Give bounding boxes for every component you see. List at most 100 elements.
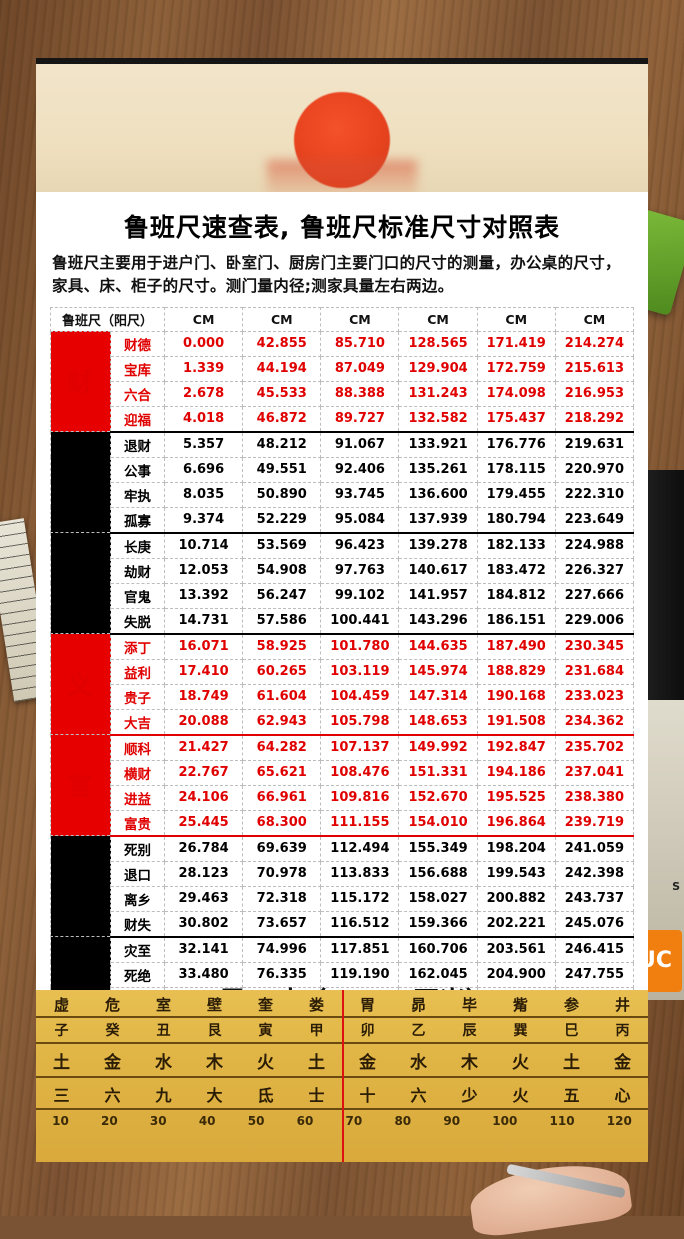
value-cell: 145.974 [398, 658, 478, 685]
header-cell-unit: CM [554, 306, 635, 332]
table-row: 害灾至 32.141 74.996 117.851 160.706 203.561 246.… [50, 936, 635, 1038]
value-cell: 222.310 [554, 481, 635, 508]
row-name-cell: 退口 [109, 860, 166, 887]
value-cell: 195.525 [476, 784, 556, 811]
category-cell: 官 [50, 734, 111, 836]
value-cell: 178.115 [476, 456, 556, 483]
value-cell: 117.851 [320, 936, 400, 963]
value-cell: 49.551 [242, 456, 322, 483]
value-cell: 246.415 [554, 936, 635, 963]
value-cell: 101.780 [320, 633, 400, 660]
value-cell: 199.543 [476, 860, 556, 887]
table-row: 离长庚 10.714 53.569 96.423 139.278 182.133 224.9… [50, 532, 635, 634]
value-cell: 203.561 [476, 936, 556, 963]
header-cell-unit: CM [398, 306, 478, 332]
value-cell: 100.441 [320, 607, 400, 635]
table-row: 富贵 25.445 68.300 111.155 154.010 196.864 239.7… [51, 809, 635, 837]
row-name-cell: 公事 [109, 456, 166, 483]
table-row: 公事 6.696 49.551 92.406 135.261 178.115 220.970 [51, 456, 635, 483]
value-cell: 186.151 [476, 607, 556, 635]
value-cell: 176.776 [476, 431, 556, 458]
value-cell: 158.027 [398, 885, 478, 912]
category-cell: 离 [50, 532, 111, 634]
value-cell: 24.106 [164, 784, 244, 811]
value-cell: 128.565 [398, 330, 478, 357]
category-cell: 财 [50, 330, 111, 432]
value-cell: 147.314 [398, 683, 478, 710]
value-cell: 129.904 [398, 355, 478, 382]
value-cell: 5.357 [164, 431, 244, 458]
value-cell: 17.410 [164, 658, 244, 685]
value-cell: 48.212 [242, 431, 322, 458]
value-cell: 204.900 [476, 961, 556, 988]
value-cell: 200.882 [476, 885, 556, 912]
value-cell: 237.041 [554, 759, 635, 786]
row-name-cell: 死别 [109, 835, 166, 862]
value-cell: 216.953 [554, 380, 635, 407]
value-cell: 69.639 [242, 835, 322, 862]
value-cell: 93.745 [320, 481, 400, 508]
value-cell: 8.035 [164, 481, 244, 508]
value-cell: 179.455 [476, 481, 556, 508]
value-cell: 242.398 [554, 860, 635, 887]
value-cell: 42.855 [242, 330, 322, 357]
value-cell: 74.996 [242, 936, 322, 963]
value-cell: 70.978 [242, 860, 322, 887]
value-cell: 136.600 [398, 481, 478, 508]
value-cell: 109.816 [320, 784, 400, 811]
value-cell: 224.988 [554, 532, 635, 559]
table-row: 六合 2.678 45.533 88.388 131.243 174.098 216.953 [51, 380, 635, 407]
value-cell: 96.423 [320, 532, 400, 559]
header-cell-unit: CM [242, 306, 322, 332]
value-cell: 87.049 [320, 355, 400, 382]
value-cell: 92.406 [320, 456, 400, 483]
value-cell: 28.123 [164, 860, 244, 887]
value-cell: 10.714 [164, 532, 244, 559]
value-cell: 144.635 [398, 633, 478, 660]
value-cell: 151.331 [398, 759, 478, 786]
value-cell: 9.374 [164, 506, 244, 534]
sun-glow [267, 160, 417, 192]
value-cell: 16.071 [164, 633, 244, 660]
value-cell: 1.339 [164, 355, 244, 382]
row-name-cell: 失脱 [109, 607, 166, 635]
header-cell-label: 鲁班尺（阳尺） [49, 306, 166, 332]
value-cell: 68.300 [242, 809, 322, 837]
value-cell: 103.119 [320, 658, 400, 685]
value-cell: 149.992 [398, 734, 478, 761]
value-cell: 0.000 [164, 330, 244, 357]
value-cell: 6.696 [164, 456, 244, 483]
value-cell: 104.459 [320, 683, 400, 710]
value-cell: 111.155 [320, 809, 400, 837]
value-cell: 196.864 [476, 809, 556, 837]
value-cell: 174.098 [476, 380, 556, 407]
value-cell: 57.586 [242, 607, 322, 635]
row-name-cell: 富贵 [109, 809, 166, 837]
value-cell: 73.657 [242, 910, 322, 938]
value-cell: 137.939 [398, 506, 478, 534]
row-name-cell: 益利 [109, 658, 166, 685]
value-cell: 65.621 [242, 759, 322, 786]
value-cell: 139.278 [398, 532, 478, 559]
value-cell: 241.059 [554, 835, 635, 862]
row-name-cell: 财德 [109, 330, 166, 357]
value-cell: 227.666 [554, 582, 635, 609]
value-cell: 143.296 [398, 607, 478, 635]
value-cell: 20.088 [164, 708, 244, 736]
table-row: 官顺科 21.427 64.282 107.137 149.992 192.847 235.… [50, 734, 635, 836]
row-name-cell: 长庚 [109, 532, 166, 559]
value-cell: 239.719 [554, 809, 635, 837]
value-cell: 141.957 [398, 582, 478, 609]
value-cell: 62.943 [242, 708, 322, 736]
value-cell: 159.366 [398, 910, 478, 938]
value-cell: 108.476 [320, 759, 400, 786]
value-cell: 116.512 [320, 910, 400, 938]
value-cell: 172.759 [476, 355, 556, 382]
value-cell: 115.172 [320, 885, 400, 912]
table-row: 病退财 5.357 48.212 91.067 133.921 176.776 219.63… [50, 431, 635, 533]
row-name-cell: 贵子 [109, 683, 166, 710]
row-name-cell: 迎福 [109, 405, 166, 433]
value-cell: 198.204 [476, 835, 556, 862]
value-cell: 135.261 [398, 456, 478, 483]
row-name-cell: 横财 [109, 759, 166, 786]
